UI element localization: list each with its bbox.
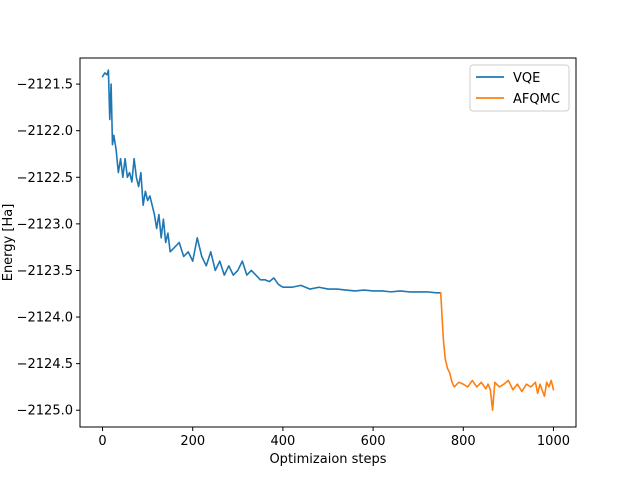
x-tick-label: 0 bbox=[98, 434, 106, 449]
x-axis-ticks: 0 200 400 600 800 1000 bbox=[98, 427, 570, 449]
y-axis-label: Energy [Ha] bbox=[1, 204, 16, 282]
x-tick-label: 600 bbox=[361, 434, 386, 449]
y-axis-ticks: −2121.5 −2122.0 −2122.5 −2123.0 −2123.5 −2124… bbox=[17, 78, 80, 419]
axes-frame bbox=[79, 57, 577, 428]
series-layer bbox=[101, 69, 555, 412]
x-tick-label: 1000 bbox=[537, 434, 570, 449]
y-tick-label: −2123.0 bbox=[17, 217, 73, 232]
legend-label-afqmc: AFQMC bbox=[513, 92, 560, 107]
series-line-afqmc bbox=[439, 292, 555, 412]
x-tick-label: 800 bbox=[451, 434, 476, 449]
y-tick-label: −2122.0 bbox=[17, 124, 73, 139]
y-tick-label: −2121.5 bbox=[17, 78, 73, 93]
x-axis-label: Optimizaion steps bbox=[269, 452, 386, 467]
y-tick-label: −2125.0 bbox=[17, 404, 73, 419]
series-line-vqe bbox=[101, 69, 442, 294]
y-tick-label: −2122.5 bbox=[17, 171, 73, 186]
legend: VQE AFQMC bbox=[469, 64, 570, 112]
y-tick-label: −2124.5 bbox=[17, 357, 73, 372]
x-tick-label: 200 bbox=[180, 434, 205, 449]
y-tick-label: −2123.5 bbox=[17, 264, 73, 279]
y-tick-label: −2124.0 bbox=[17, 311, 73, 326]
legend-label-vqe: VQE bbox=[513, 71, 540, 86]
x-tick-label: 400 bbox=[270, 434, 295, 449]
